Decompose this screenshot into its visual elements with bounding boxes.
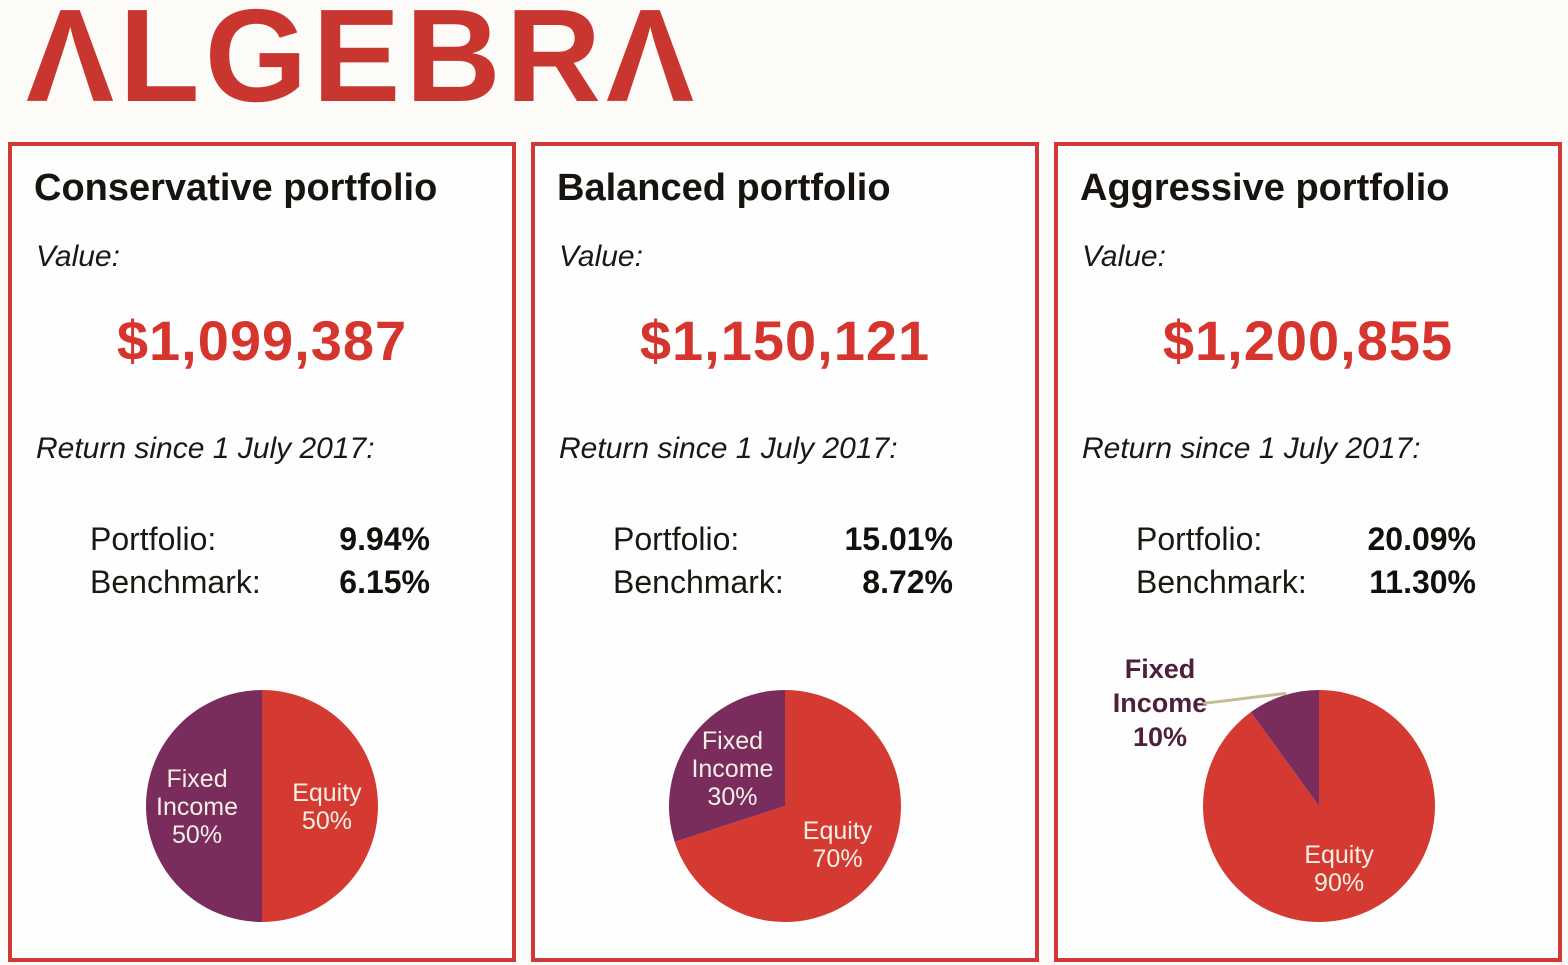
benchmark-return-value: 8.72% xyxy=(862,564,953,600)
portfolio-row-label: Portfolio: xyxy=(613,521,740,557)
fixed-income-label-line: Fixed xyxy=(1124,654,1196,684)
portfolio-value: $1,200,855 xyxy=(1162,309,1454,372)
benchmark-return-value: 6.15% xyxy=(339,564,430,600)
allocation-pie-chart: Equity 90% Fixed Income 10% xyxy=(1058,646,1558,956)
pie-slice-label: Equity 70% xyxy=(803,817,873,873)
portfolio-row-label: Portfolio: xyxy=(90,521,217,557)
return-since-label: Return since 1 July 2017: xyxy=(36,432,375,465)
card-title: Conservative portfolio xyxy=(34,167,438,209)
value-label: Value: xyxy=(559,240,643,273)
value-label: Value: xyxy=(1082,240,1166,273)
card-title: Balanced portfolio xyxy=(557,167,891,209)
algebra-logo: ΛLGEBRΛ xyxy=(26,0,700,129)
benchmark-row-label: Benchmark: xyxy=(90,564,261,600)
benchmark-row-label: Benchmark: xyxy=(1136,564,1307,600)
pie-slice-label: Equity 90% xyxy=(1304,841,1374,897)
card-title: Aggressive portfolio xyxy=(1080,167,1450,209)
portfolio-return-row: Portfolio: 20.09% xyxy=(1136,518,1476,561)
pie-slice-equity xyxy=(674,690,901,922)
portfolio-return-value: 20.09% xyxy=(1367,521,1476,557)
pie-slice-label: Fixed Income 30% xyxy=(691,727,773,811)
benchmark-return-row: Benchmark: 11.30% xyxy=(1136,561,1476,604)
portfolio-cards-row: Conservative portfolio Value: $1,099,387… xyxy=(8,142,1562,962)
portfolio-return-value: 9.94% xyxy=(339,521,430,557)
benchmark-return-value: 11.30% xyxy=(1369,564,1476,600)
benchmark-return-row: Benchmark: 8.72% xyxy=(613,561,953,604)
value-label: Value: xyxy=(36,240,120,273)
returns-table: Portfolio: 15.01% Benchmark: 8.72% xyxy=(613,518,953,604)
returns-table: Portfolio: 9.94% Benchmark: 6.15% xyxy=(90,518,430,604)
fixed-income-label-line: Income xyxy=(1112,688,1208,718)
benchmark-row-label: Benchmark: xyxy=(613,564,784,600)
return-since-label: Return since 1 July 2017: xyxy=(559,432,898,465)
fixed-income-label-line: 10% xyxy=(1132,722,1188,752)
card-aggressive-portfolio: Aggressive portfolio Value: $1,200,855 R… xyxy=(1054,142,1562,962)
pie-slice-equity xyxy=(262,690,379,922)
return-since-label: Return since 1 July 2017: xyxy=(1082,432,1421,465)
portfolio-value: $1,150,121 xyxy=(639,309,931,372)
pie-slice-fixed-income xyxy=(669,690,785,842)
pie-slice-label: Equity 50% xyxy=(292,779,362,835)
card-conservative-portfolio: Conservative portfolio Value: $1,099,387… xyxy=(8,142,516,962)
fixed-income-outside-label: Fixed Income 10% xyxy=(1108,652,1212,754)
portfolio-return-value: 15.01% xyxy=(844,521,953,557)
pie-slice-label: Fixed Income 50% xyxy=(156,765,238,849)
pie-slice-fixed-income xyxy=(145,690,262,922)
allocation-pie-chart: Equity 50% Fixed Income 50% xyxy=(12,646,512,956)
benchmark-return-row: Benchmark: 6.15% xyxy=(90,561,430,604)
allocation-pie-chart: Equity 70% Fixed Income 30% xyxy=(535,646,1035,956)
portfolio-return-row: Portfolio: 9.94% xyxy=(90,518,430,561)
portfolio-return-row: Portfolio: 15.01% xyxy=(613,518,953,561)
pie-slice-fixed-income xyxy=(1250,690,1319,806)
card-balanced-portfolio: Balanced portfolio Value: $1,150,121 Ret… xyxy=(531,142,1039,962)
returns-table: Portfolio: 20.09% Benchmark: 11.30% xyxy=(1136,518,1476,604)
portfolio-value: $1,099,387 xyxy=(116,309,408,372)
portfolio-row-label: Portfolio: xyxy=(1136,521,1263,557)
